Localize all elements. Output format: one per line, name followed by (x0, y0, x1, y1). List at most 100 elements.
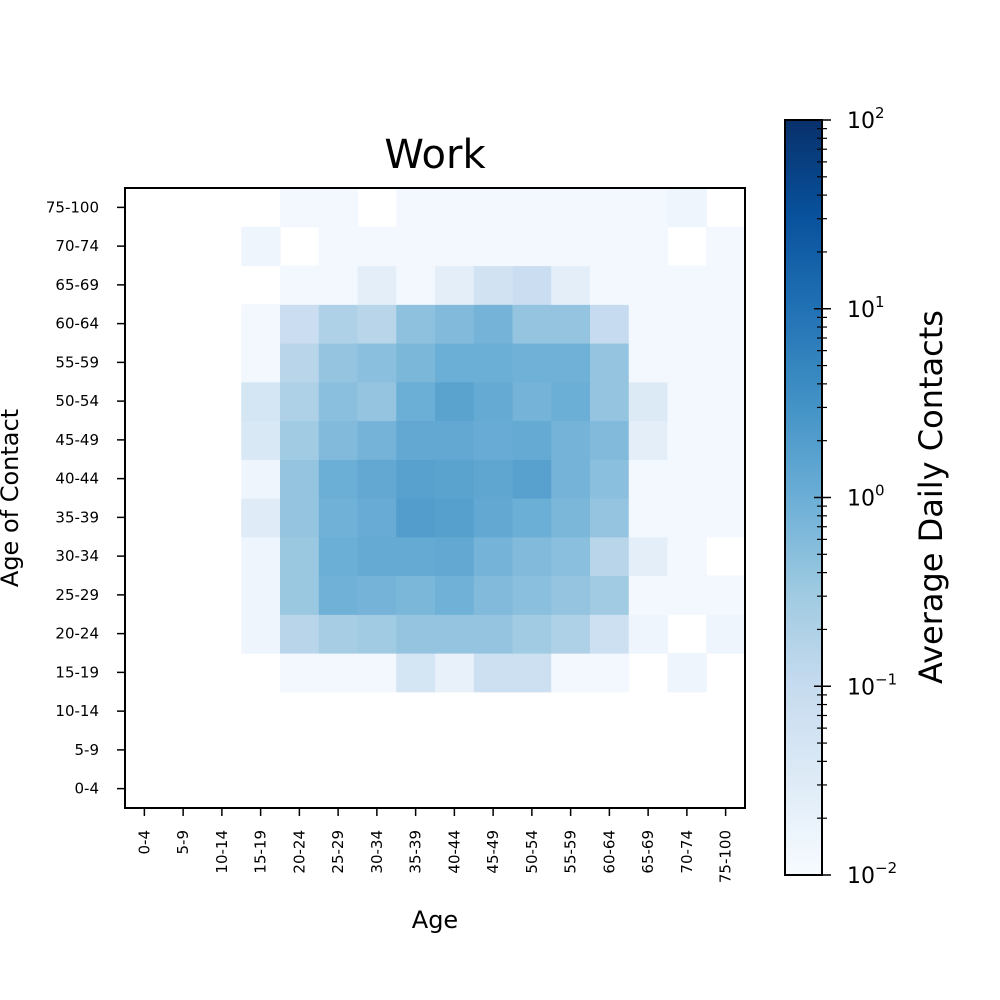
heatmap-cell (473, 304, 514, 344)
x-tick-label: 0-4 (135, 830, 153, 855)
heatmap-cell (551, 381, 591, 422)
chart-title: Work (384, 132, 486, 178)
heatmap-cell (628, 343, 669, 383)
heatmap-cell (667, 498, 707, 538)
heatmap-cell (590, 536, 630, 577)
heatmap-cell (473, 614, 514, 654)
y-tick-label: 0-4 (75, 780, 100, 798)
heatmap-cell (628, 575, 669, 615)
heatmap-cell (396, 343, 436, 383)
x-axis-label: Age (412, 906, 458, 934)
heatmap-cell (280, 575, 320, 615)
heatmap-cell (551, 304, 591, 344)
heatmap-cell (280, 343, 320, 383)
heatmap-cell (280, 653, 320, 693)
heatmap-cell (590, 653, 630, 693)
y-tick-label: 35-39 (55, 508, 99, 526)
heatmap-cell (241, 420, 281, 460)
heatmap-cell (628, 614, 669, 654)
heatmap-cell (512, 653, 552, 693)
heatmap-cell (590, 343, 630, 383)
heatmap-cell (318, 575, 359, 615)
y-tick-label: 50-54 (55, 392, 99, 410)
heatmap-cell (473, 459, 514, 499)
heatmap-cell (396, 420, 436, 460)
colorbar-tick-label: 101 (847, 293, 885, 323)
heatmap-cells (241, 188, 746, 693)
heatmap-cell (667, 381, 707, 422)
heatmap-cell (551, 226, 591, 267)
heatmap-cell (435, 536, 475, 577)
y-tick-label: 30-34 (55, 547, 99, 565)
heatmap-cell (512, 304, 552, 344)
heatmap-cell (396, 459, 436, 499)
heatmap-cell (280, 420, 320, 460)
heatmap-cell (667, 575, 707, 615)
heatmap-cell (706, 343, 746, 383)
heatmap-cell (590, 614, 630, 654)
heatmap-cell (628, 498, 669, 538)
heatmap-cell (318, 265, 359, 305)
heatmap-cell (473, 343, 514, 383)
x-tick-label: 45-49 (484, 830, 502, 874)
y-tick-label: 5-9 (75, 741, 100, 759)
heatmap-cell (396, 653, 436, 693)
heatmap-cell (512, 265, 552, 305)
y-tick-label: 15-19 (55, 663, 99, 681)
heatmap-cell (628, 188, 669, 228)
heatmap-cell (318, 498, 359, 538)
heatmap-cell (357, 226, 397, 267)
heatmap-cell (357, 343, 397, 383)
heatmap-cell (667, 304, 707, 344)
heatmap-cell (241, 575, 281, 615)
heatmap-cell (357, 265, 397, 305)
heatmap-cell (473, 226, 514, 267)
heatmap-cell (706, 420, 746, 460)
heatmap-cell (706, 459, 746, 499)
heatmap-cell (590, 575, 630, 615)
x-tick-label: 40-44 (445, 830, 463, 874)
heatmap-cell (473, 536, 514, 577)
heatmap-cell (435, 188, 475, 228)
heatmap-cell (396, 536, 436, 577)
colorbar-tick-label: 100 (847, 482, 885, 512)
heatmap-cell (590, 420, 630, 460)
heatmap-cell (706, 381, 746, 422)
heatmap-cell (512, 420, 552, 460)
y-axis-ticks: 0-4 5-9 10-14 15-19 20-24 25-29 30-34 35-39 40-4… (46, 198, 125, 798)
x-tick-label: 75-100 (717, 830, 735, 883)
heatmap-cell (435, 575, 475, 615)
heatmap-cell (667, 653, 707, 693)
heatmap-cell (357, 498, 397, 538)
y-tick-label: 75-100 (46, 198, 99, 216)
heatmap-cell (280, 459, 320, 499)
y-tick-label: 45-49 (55, 431, 99, 449)
heatmap-cell (512, 536, 552, 577)
heatmap-cell (280, 265, 320, 305)
heatmap-cell (318, 614, 359, 654)
colorbar-label: Average Daily Contacts (912, 310, 950, 684)
y-tick-label: 40-44 (55, 470, 99, 488)
heatmap-cell (551, 653, 591, 693)
heatmap-cell (628, 226, 669, 267)
heatmap-cell (590, 498, 630, 538)
x-axis-ticks: 0-4 5-9 10-14 15-19 20-24 25-29 30-34 35-39 40-4… (135, 808, 735, 883)
y-tick-label: 55-59 (55, 353, 99, 371)
x-tick-label: 70-74 (678, 830, 696, 874)
heatmap-cell (551, 188, 591, 228)
heatmap-cell (357, 575, 397, 615)
heatmap-cell (357, 420, 397, 460)
heatmap-cell (512, 498, 552, 538)
x-tick-label: 15-19 (252, 830, 270, 874)
x-tick-label: 35-39 (407, 830, 425, 874)
x-tick-label: 60-64 (600, 830, 618, 874)
heatmap-cell (396, 226, 436, 267)
heatmap-cell (435, 226, 475, 267)
heatmap-cell (396, 614, 436, 654)
heatmap-cell (318, 536, 359, 577)
heatmap-cell (473, 381, 514, 422)
y-tick-label: 70-74 (55, 237, 99, 255)
heatmap-cell (357, 536, 397, 577)
heatmap-cell (357, 304, 397, 344)
x-tick-label: 65-69 (639, 830, 657, 874)
